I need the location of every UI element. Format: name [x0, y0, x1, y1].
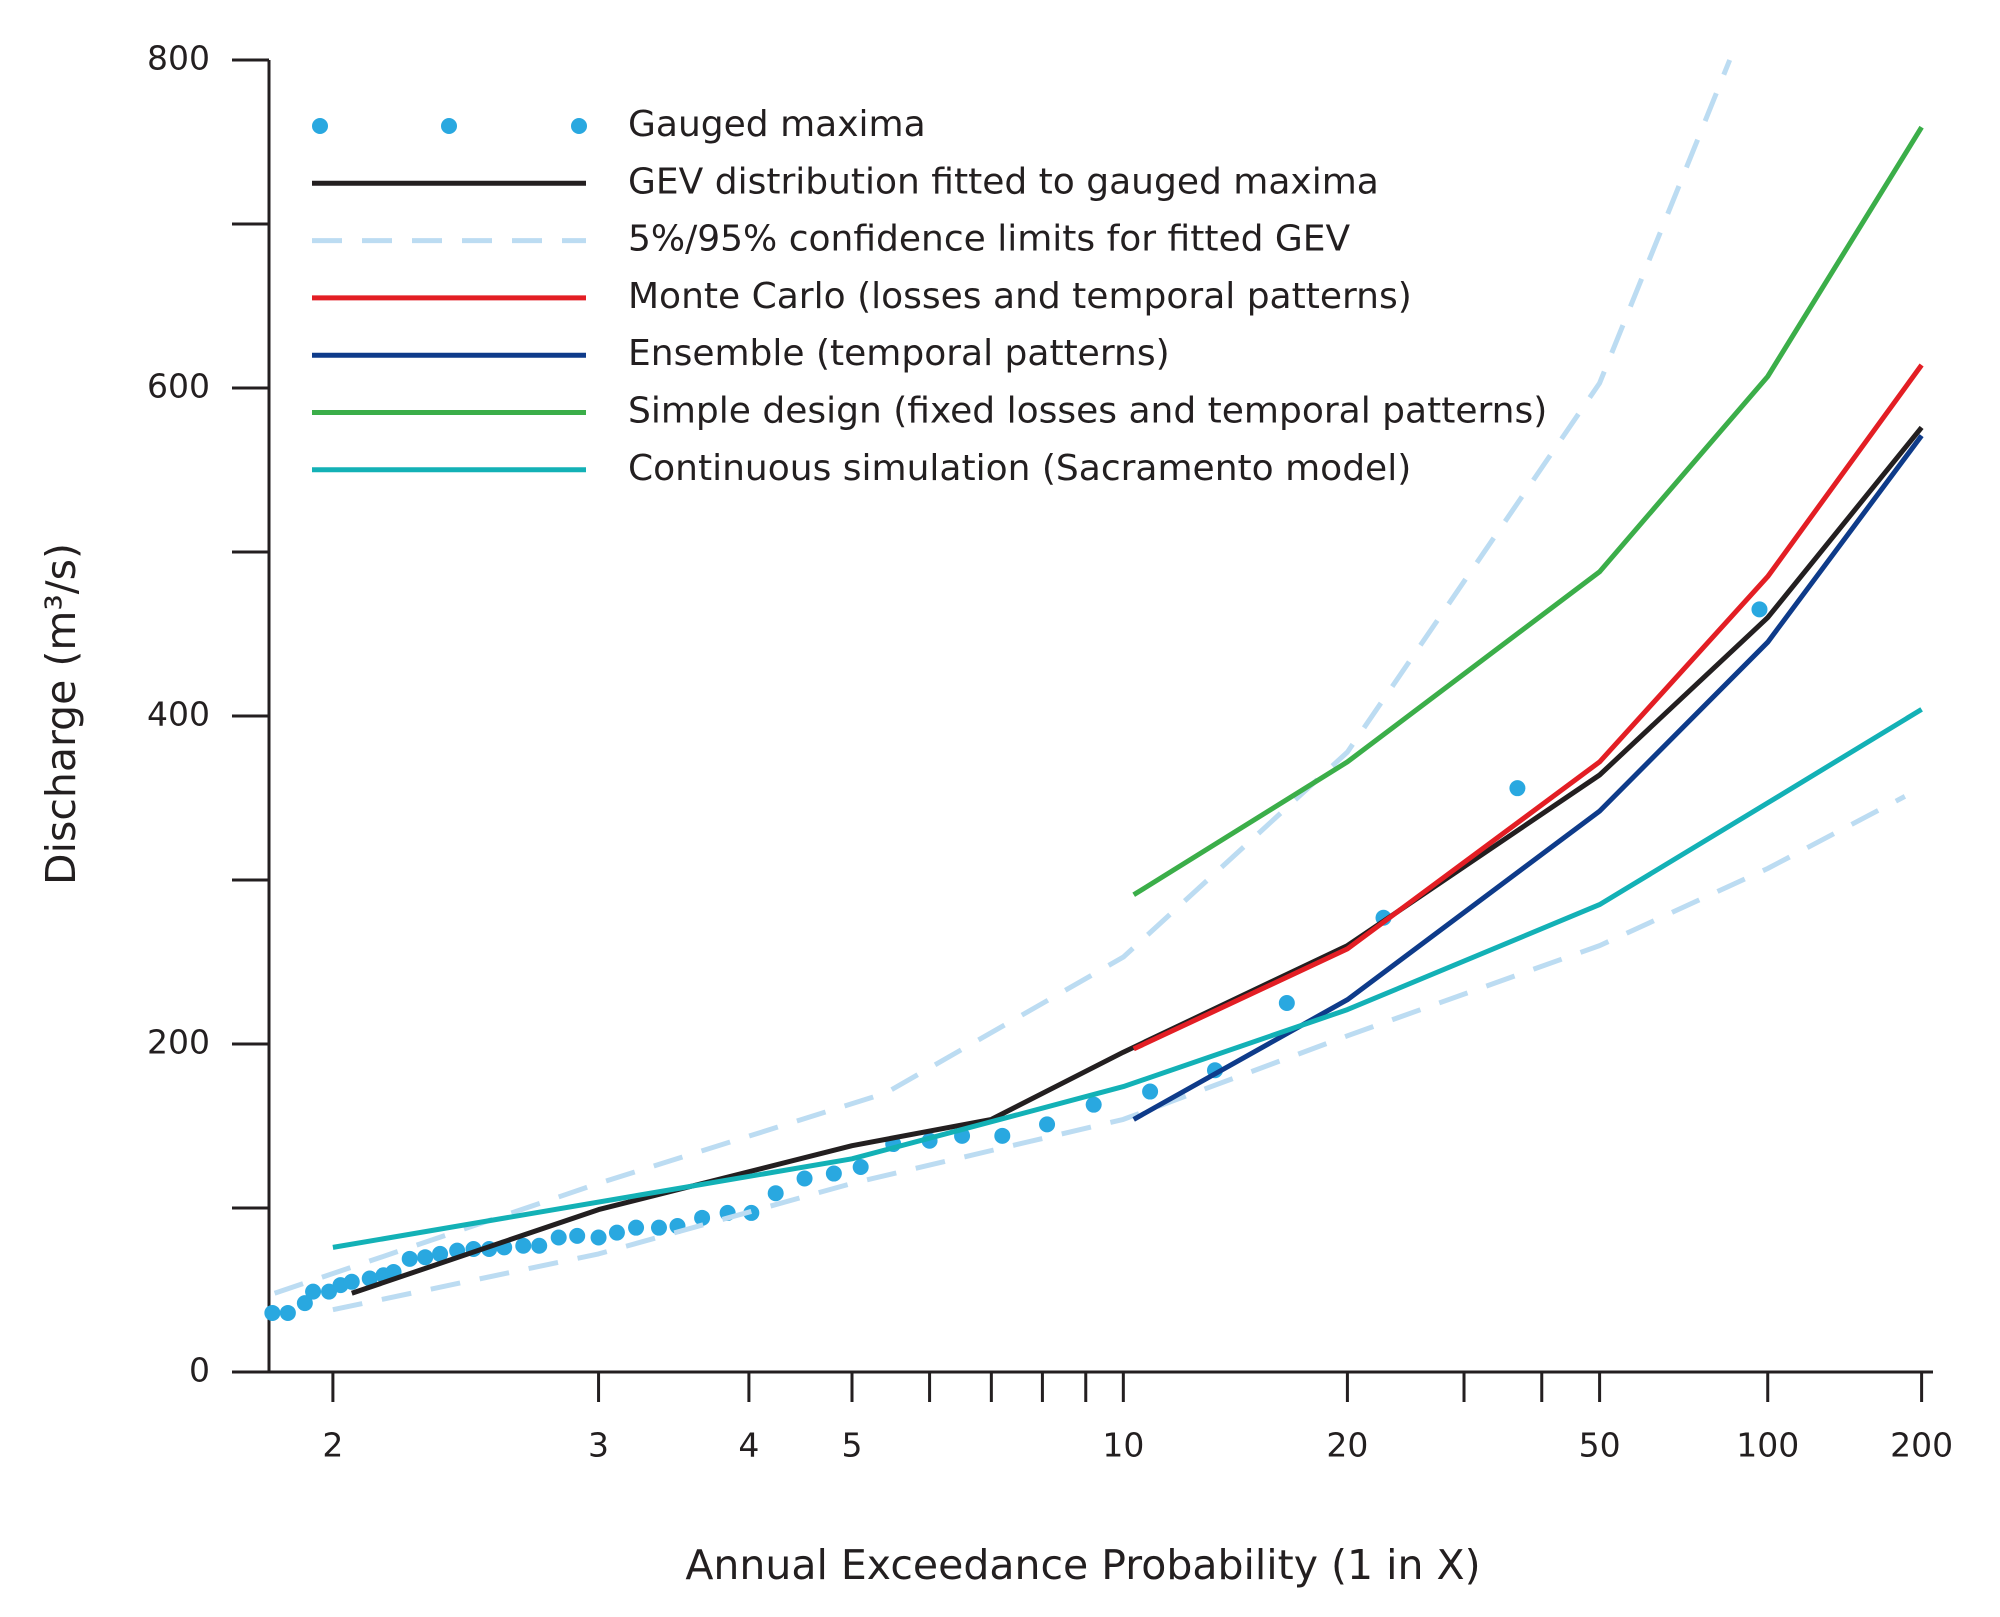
data-point: [1085, 1096, 1102, 1113]
data-point: [531, 1237, 548, 1254]
data-point: [1751, 601, 1768, 618]
x-tick-label: 50: [1579, 1426, 1621, 1465]
data-point: [694, 1209, 711, 1226]
x-tick-label: 2: [322, 1426, 343, 1465]
series-line: [1132, 434, 1924, 1122]
x-tick-label: 20: [1326, 1426, 1368, 1465]
data-point: [432, 1245, 449, 1262]
series-line: [332, 707, 1923, 1250]
data-point: [343, 1273, 360, 1290]
data-point: [569, 1227, 586, 1244]
legend-label: Ensemble (temporal patterns): [628, 333, 1170, 374]
y-tick-label: 800: [147, 39, 210, 78]
data-point: [1039, 1116, 1056, 1133]
x-tick-label: 100: [1736, 1426, 1799, 1465]
y-axis-title: Discharge (m³/s): [37, 543, 85, 885]
data-point: [608, 1224, 625, 1241]
data-point: [361, 1270, 378, 1287]
series-line: [1132, 363, 1924, 1052]
data-point: [264, 1304, 281, 1321]
y-tick-label: 0: [189, 1351, 210, 1390]
data-point: [825, 1165, 842, 1182]
legend-marker: [312, 118, 328, 134]
legend-label: Continuous simulation (Sacramento model): [628, 448, 1411, 489]
data-point: [550, 1229, 567, 1246]
x-tick-label: 10: [1102, 1426, 1144, 1465]
data-point: [417, 1249, 434, 1266]
data-point: [401, 1250, 418, 1267]
y-tick-label: 200: [147, 1023, 210, 1062]
data-point: [994, 1127, 1011, 1144]
data-point: [852, 1159, 869, 1175]
x-tick-label: 5: [841, 1426, 862, 1465]
legend-label: Monte Carlo (losses and temporal pattern…: [628, 276, 1412, 317]
data-point: [305, 1283, 322, 1300]
data-point: [1509, 780, 1526, 797]
series-line: [350, 425, 1924, 1296]
series-line: [273, 59, 1733, 1296]
data-point: [296, 1295, 313, 1312]
data-point: [1142, 1083, 1159, 1100]
data-point: [515, 1237, 532, 1254]
legend-label: 5%/95% confidence limits for fitted GEV: [628, 219, 1351, 260]
data-point: [628, 1219, 645, 1236]
legend-label: Simple design (fixed losses and temporal…: [628, 391, 1547, 432]
data-point: [279, 1304, 296, 1321]
x-tick-label: 200: [1890, 1426, 1953, 1465]
legend-marker: [571, 118, 587, 134]
legend-label: GEV distribution fitted to gauged maxima: [628, 161, 1379, 202]
data-point: [1278, 995, 1295, 1011]
data-point: [767, 1185, 784, 1202]
series-line: [332, 794, 1907, 1313]
legend-marker: [441, 118, 457, 134]
x-tick-label: 4: [738, 1426, 759, 1465]
legend-label: Gauged maxima: [628, 104, 926, 145]
data-point: [650, 1219, 667, 1236]
series-line: [1132, 125, 1924, 897]
y-tick-label: 400: [147, 695, 210, 734]
data-point: [590, 1229, 607, 1246]
data-point: [796, 1170, 813, 1187]
x-tick-label: 3: [588, 1426, 609, 1465]
x-axis-title: Annual Exceedance Probability (1 in X): [685, 1541, 1480, 1589]
y-tick-label: 600: [147, 367, 210, 406]
